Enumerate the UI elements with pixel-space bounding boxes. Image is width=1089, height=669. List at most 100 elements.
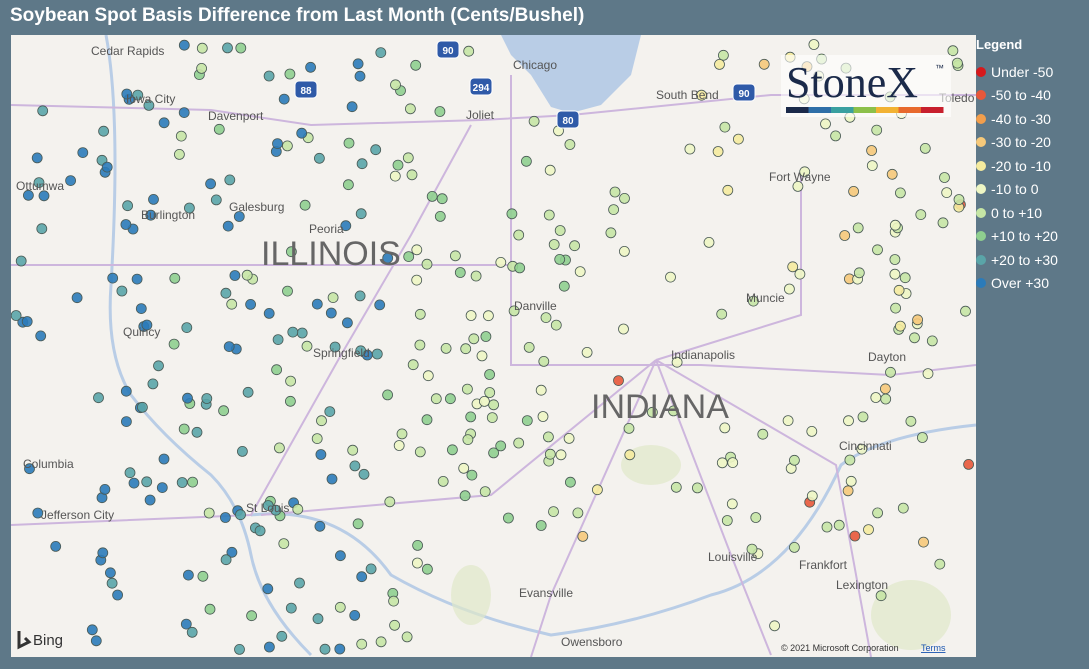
map-marker (577, 530, 589, 542)
map-marker (401, 631, 413, 643)
highway-label: 88 (300, 86, 312, 97)
map-marker (540, 312, 552, 324)
city-label: Louisville (708, 550, 758, 564)
map-marker (454, 267, 466, 278)
legend-swatch (976, 160, 986, 171)
river (104, 35, 313, 657)
map-marker (769, 620, 780, 632)
map-marker (145, 209, 157, 221)
map-marker (213, 123, 225, 135)
map-marker (939, 172, 950, 183)
map-marker (521, 415, 533, 427)
lake-michigan (501, 35, 641, 113)
map-marker (390, 79, 401, 91)
legend-item[interactable]: -10 to 0 (976, 178, 1058, 202)
legend-item[interactable]: +20 to +30 (976, 248, 1058, 272)
map-marker (334, 601, 346, 613)
highway-shield (732, 83, 756, 102)
map-marker (411, 244, 423, 256)
map[interactable]: ILLINOIS INDIANA Cedar Rapids Iowa City Dave… (11, 35, 976, 657)
city-label: Joliet (466, 108, 495, 122)
legend-item[interactable]: -50 to -40 (976, 84, 1058, 108)
legend-item[interactable]: Over +30 (976, 272, 1058, 296)
map-marker (414, 339, 426, 351)
map-marker (284, 68, 296, 80)
map-marker (722, 184, 734, 196)
legend-item[interactable]: -40 to -30 (976, 107, 1058, 131)
map-marker (794, 268, 806, 280)
city-label: Columbia (23, 457, 74, 471)
map-marker (31, 152, 43, 164)
legend-item[interactable]: +10 to +20 (976, 225, 1058, 249)
map-marker (849, 530, 861, 542)
map-marker (218, 405, 230, 417)
map-marker (325, 307, 337, 319)
map-marker (241, 269, 253, 281)
map-marker (564, 139, 576, 150)
map-marker (11, 310, 22, 321)
map-marker (210, 194, 222, 206)
map-marker (132, 89, 144, 101)
map-marker (444, 393, 456, 405)
map-marker (375, 636, 387, 648)
map-marker (272, 334, 284, 346)
map-marker (262, 500, 274, 511)
legend-item[interactable]: 0 to +10 (976, 201, 1058, 225)
map-marker (538, 355, 550, 367)
legend-swatch (976, 207, 986, 218)
map-marker (235, 42, 247, 54)
map-marker (201, 393, 213, 404)
legend-item[interactable]: -20 to -10 (976, 154, 1058, 178)
terms-link[interactable]: Terms (921, 643, 946, 653)
map-marker (24, 463, 35, 475)
legend-item[interactable]: -30 to -20 (976, 131, 1058, 155)
legend-label: Over +30 (991, 275, 1049, 292)
city-label: Danville (514, 299, 557, 313)
map-marker (789, 542, 800, 553)
map-marker (919, 143, 931, 154)
map-marker (22, 189, 34, 201)
map-marker (748, 295, 759, 307)
city-label: Jefferson City (41, 508, 114, 522)
map-marker (382, 389, 394, 401)
map-marker (285, 602, 297, 614)
map-marker (156, 482, 168, 494)
legend-title: Legend (976, 37, 1023, 52)
map-marker (885, 366, 896, 378)
legend-item[interactable]: Under -50 (976, 60, 1058, 84)
map-marker (440, 342, 452, 354)
highway-label: 90 (442, 46, 454, 57)
map-marker (820, 118, 831, 130)
city-label: Fort Wayne (769, 170, 831, 184)
city-label: Indianapolis (671, 348, 735, 362)
map-marker (714, 58, 725, 70)
map-marker (314, 520, 326, 532)
highway-shield (469, 77, 493, 96)
map-marker (183, 202, 195, 214)
map-marker (285, 375, 297, 387)
map-marker (153, 360, 164, 372)
map-marker (647, 406, 658, 418)
map-marker (263, 641, 275, 653)
map-marker (347, 444, 359, 456)
map-marker (116, 285, 128, 297)
map-marker (508, 305, 520, 317)
map-marker (107, 272, 119, 284)
city-label: Peoria (309, 222, 344, 236)
city-label: Evansville (519, 586, 573, 600)
map-marker (186, 626, 198, 638)
map-marker (355, 345, 367, 357)
city-label: Owensboro (561, 635, 623, 649)
city-label: Cincinnati (839, 439, 892, 453)
map-marker (889, 254, 901, 265)
map-marker (787, 261, 799, 273)
map-marker (757, 428, 769, 440)
map-marker (880, 383, 891, 395)
map-marker (121, 416, 132, 428)
map-marker (178, 39, 190, 51)
map-marker (671, 356, 683, 368)
map-marker (554, 225, 566, 236)
map-marker (144, 494, 156, 506)
map-marker (77, 147, 89, 158)
